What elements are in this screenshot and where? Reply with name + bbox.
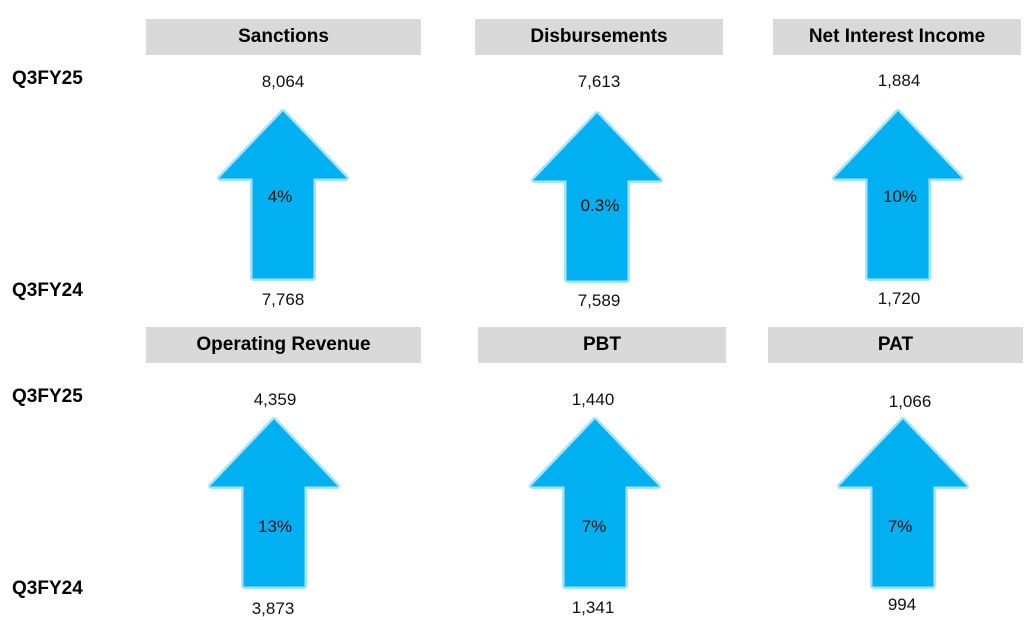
- up-arrow-icon: [531, 111, 663, 283]
- metric-current-value: 1,884: [877, 71, 921, 90]
- metric-growth-percent: 13%: [257, 517, 293, 536]
- metric-previous-value: 7,768: [261, 290, 305, 309]
- metric-previous-value: 1,720: [877, 289, 921, 308]
- metric-header-net-interest-income: Net Interest Income: [773, 19, 1021, 55]
- metric-growth-percent: 7%: [887, 517, 913, 536]
- metric-growth-percent: 0.3%: [580, 196, 620, 215]
- metric-previous-value: 3,873: [251, 599, 295, 618]
- metric-growth-percent: 4%: [267, 187, 293, 206]
- metric-previous-value: 7,589: [577, 291, 621, 310]
- row-label-current-bottom: Q3FY25: [12, 386, 83, 407]
- metric-growth-percent: 7%: [581, 517, 607, 536]
- metric-header-pbt: PBT: [478, 327, 726, 363]
- row-label-previous-top: Q3FY24: [12, 280, 83, 301]
- up-arrow-icon: [208, 417, 340, 589]
- row-label-current-top: Q3FY25: [12, 68, 83, 89]
- metric-current-value: 1,440: [571, 390, 615, 409]
- row-label-previous-bottom: Q3FY24: [12, 578, 83, 599]
- metric-growth-percent: 10%: [882, 187, 918, 206]
- metric-current-value: 7,613: [577, 72, 621, 91]
- metric-previous-value: 994: [887, 595, 917, 614]
- metric-previous-value: 1,341: [571, 598, 615, 617]
- metric-header-sanctions: Sanctions: [146, 19, 421, 55]
- metric-header-operating-revenue: Operating Revenue: [146, 327, 421, 363]
- metric-header-disbursements: Disbursements: [475, 19, 723, 55]
- metric-header-pat: PAT: [768, 327, 1023, 363]
- up-arrow-icon: [837, 417, 969, 589]
- up-arrow-icon: [529, 417, 661, 589]
- metric-current-value: 8,064: [261, 72, 305, 91]
- metric-current-value: 4,359: [253, 390, 297, 409]
- up-arrow-icon: [832, 109, 964, 281]
- metric-current-value: 1,066: [888, 392, 932, 411]
- up-arrow-icon: [217, 109, 349, 281]
